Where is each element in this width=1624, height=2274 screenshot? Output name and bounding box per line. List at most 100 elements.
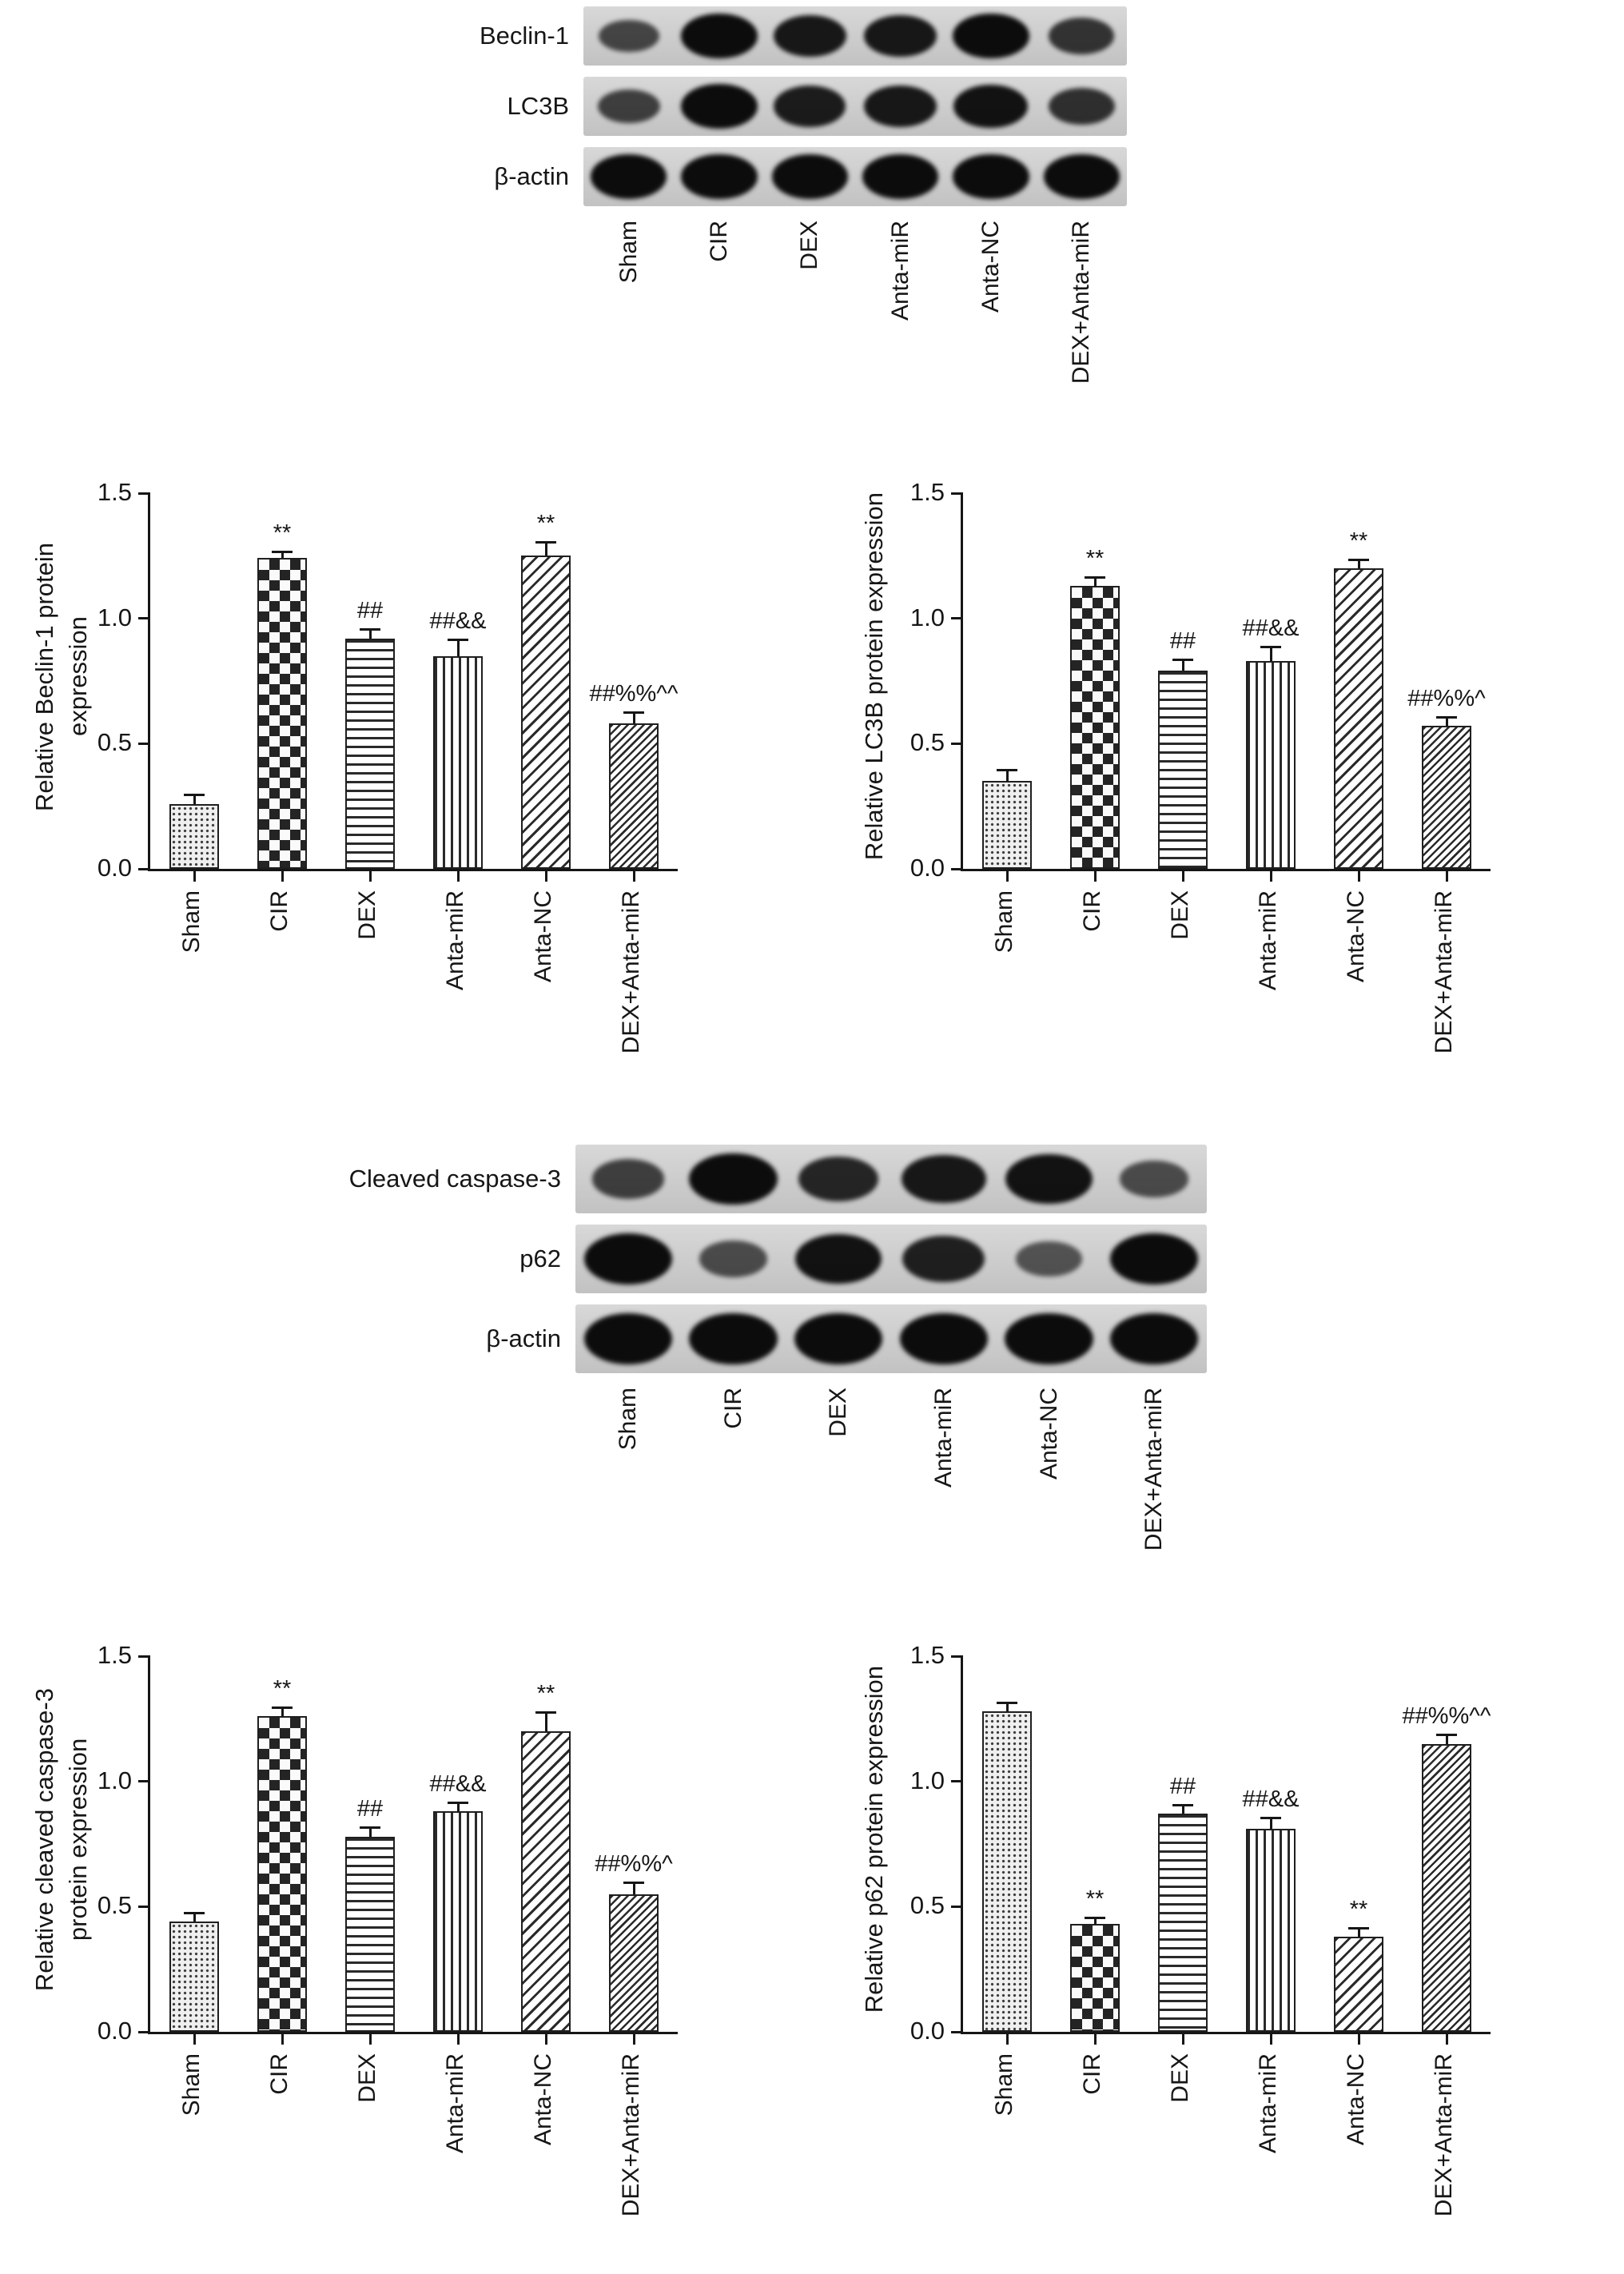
blot-lane xyxy=(583,77,674,136)
error-bar-cap xyxy=(360,1826,380,1830)
y-axis-title-box: Relative Beclin-1 protein expression xyxy=(14,487,109,866)
blot-band xyxy=(1049,18,1115,54)
blot-band xyxy=(953,14,1029,58)
x-axis-labels: Sham CIR DEX Anta-miR Anta-NC DEX+Anta-miR xyxy=(148,2050,675,2254)
error-bar-cap xyxy=(448,638,468,641)
y-axis-title-box: Relative p62 protein expression xyxy=(826,1650,922,2029)
y-tick-label: 0.5 xyxy=(97,728,132,757)
y-axis-tick xyxy=(951,2030,963,2033)
blot-lane xyxy=(1101,1225,1207,1293)
blot-lane xyxy=(681,1145,786,1213)
y-axis-tick xyxy=(951,742,963,745)
error-bar-cap xyxy=(1085,1917,1105,1919)
bar-cir xyxy=(257,558,307,869)
bar-dex+anta-mir xyxy=(609,723,659,869)
blot-band xyxy=(798,1156,879,1202)
blot-lane xyxy=(674,6,764,66)
significance-annotation: ##%%^ xyxy=(1407,686,1486,711)
bar-cir xyxy=(1070,1924,1120,2032)
y-axis-title: Relative LC3B protein expression xyxy=(860,492,888,861)
error-bar xyxy=(1005,771,1009,782)
blot-band xyxy=(953,154,1029,199)
error-bar xyxy=(281,553,284,559)
lane-label: Anta-miR xyxy=(886,221,914,321)
error-bar-cap xyxy=(623,711,644,714)
y-axis-tick xyxy=(138,2030,150,2033)
x-category-label: DEX+Anta-miR xyxy=(618,890,644,1054)
y-tick-label: 0.0 xyxy=(97,2017,132,2045)
x-axis-tick xyxy=(632,871,635,882)
bar-dex+anta-mir xyxy=(1422,726,1471,869)
plot-area: 0.0 0.5 1.0 1.5 ** ## ##&& ** ##%%^ xyxy=(98,1641,678,2045)
bar-dex xyxy=(1158,671,1208,869)
bar-sham xyxy=(169,1922,219,2032)
x-axis-tick xyxy=(1093,871,1097,882)
blot-lane xyxy=(891,1225,997,1293)
significance-annotation: ** xyxy=(536,510,555,536)
lane-label: Anta-NC xyxy=(1035,1388,1062,1480)
bar-anta-mir xyxy=(433,655,483,869)
blot-lane xyxy=(891,1145,997,1213)
y-tick-label: 0.0 xyxy=(910,2017,945,2045)
y-tick-label: 0.5 xyxy=(910,1891,945,1920)
bar-anta-nc xyxy=(521,1731,571,2032)
blot-lane xyxy=(674,77,764,136)
blot-panel-apoptosis: Cleaved caspase-3 p62 β-actin Sham CIR DEX An… xyxy=(321,1145,1207,1608)
blot-lane xyxy=(1101,1304,1207,1373)
blot-lane xyxy=(855,147,945,206)
lane-label: CIR xyxy=(706,221,732,262)
blot-lane xyxy=(575,1304,681,1373)
bar-anta-mir xyxy=(433,1811,483,2032)
y-axis-title: Relative p62 protein expression xyxy=(860,1666,888,2013)
blot-panel-autophagy: Beclin-1 LC3B β-actin Sham CIR DEX Anta-miR An… xyxy=(433,6,1127,433)
x-category-label: Anta-miR xyxy=(442,2053,468,2154)
blot-band xyxy=(598,19,659,53)
lane-label: CIR xyxy=(719,1388,746,1429)
blot-band xyxy=(689,1153,778,1205)
blot-row: p62 xyxy=(321,1225,1207,1293)
significance-annotation: ** xyxy=(1085,1886,1105,1912)
blot-row-label: Beclin-1 xyxy=(480,22,569,50)
blot-lane xyxy=(1037,77,1127,136)
x-axis-tick xyxy=(1005,2034,1009,2045)
blot-band xyxy=(1109,1312,1199,1365)
y-tick-label: 0.0 xyxy=(910,854,945,882)
x-category-label: Anta-NC xyxy=(1343,890,1369,983)
blot-band xyxy=(681,154,758,199)
bar-sham xyxy=(169,803,219,869)
blot-row: LC3B xyxy=(433,77,1127,136)
blot-band xyxy=(1043,154,1120,199)
blot-lane-labels: Sham CIR DEX Anta-miR Anta-NC DEX+Anta-miR xyxy=(575,1384,1207,1608)
x-axis-tick xyxy=(281,871,284,882)
significance-annotation: ##%%^^ xyxy=(589,680,679,707)
x-axis-tick xyxy=(368,2034,372,2045)
error-bar-cap xyxy=(623,1882,644,1885)
blot-band xyxy=(864,85,937,128)
blot-lane xyxy=(945,147,1036,206)
y-axis-tick xyxy=(138,867,150,870)
blot-strip xyxy=(583,147,1127,206)
lane-label: DEX+Anta-miR xyxy=(1140,1388,1168,1551)
y-axis-tick xyxy=(138,1905,150,1908)
y-axis-tick xyxy=(138,1655,150,1658)
error-bar-cap xyxy=(535,1711,556,1714)
significance-annotation: ##&& xyxy=(429,1770,487,1797)
blot-lane xyxy=(997,1225,1102,1293)
blot-lane xyxy=(1101,1145,1207,1213)
blot-lane xyxy=(945,77,1036,136)
blot-band xyxy=(1120,1161,1188,1197)
blot-row: β-actin xyxy=(321,1304,1207,1373)
significance-annotation: ** xyxy=(273,520,292,547)
x-category-label: Anta-miR xyxy=(442,890,468,991)
blot-band xyxy=(1048,87,1115,125)
y-axis-tick xyxy=(138,742,150,745)
charts-row-bottom: Relative cleaved caspase-3 protein expre… xyxy=(0,1640,1624,2260)
lane-label: Sham xyxy=(615,221,642,284)
error-bar-cap xyxy=(1172,1804,1193,1806)
x-axis-tick xyxy=(1181,2034,1184,2045)
error-bar-cap xyxy=(997,1701,1017,1704)
x-axis-tick xyxy=(1269,871,1272,882)
x-category-label: CIR xyxy=(1079,890,1105,932)
chart-p62: Relative p62 protein expression 0.0 0.5 1.… xyxy=(825,1640,1612,2260)
error-bar xyxy=(368,1829,372,1837)
